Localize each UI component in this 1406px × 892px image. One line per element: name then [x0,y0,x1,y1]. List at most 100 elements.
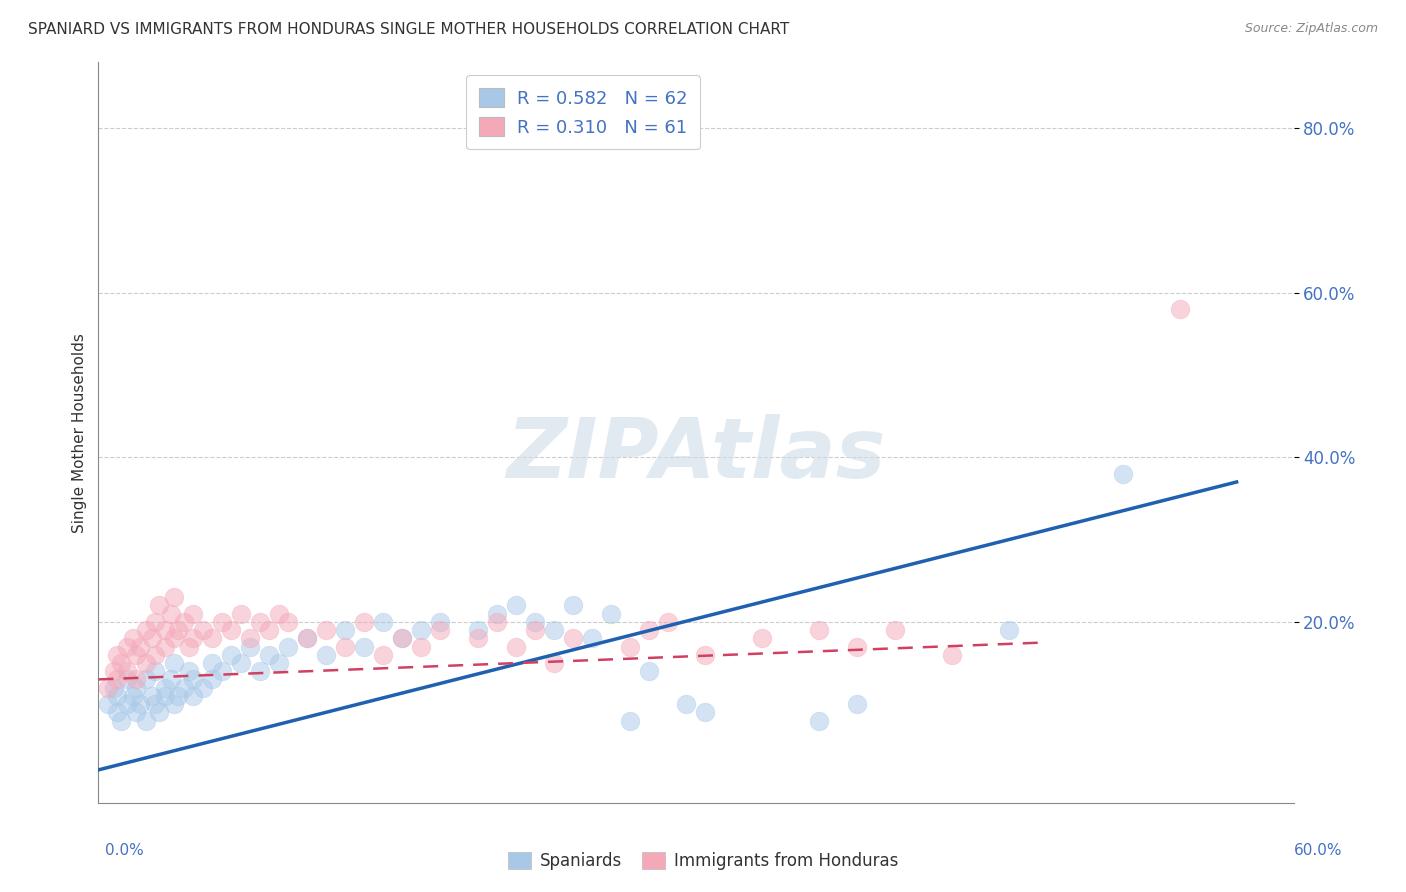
Point [657,615,679,629]
Point [695,706,717,720]
Point [371,615,394,629]
Point [181,607,204,621]
Point [315,648,337,662]
Point [167,623,190,637]
Point [135,673,157,687]
Point [267,656,290,670]
Point [257,648,280,662]
Point [998,623,1021,637]
Point [257,623,280,637]
Text: Source: ZipAtlas.com: Source: ZipAtlas.com [1244,22,1378,36]
Point [125,648,148,662]
Legend: Spaniards, Immigrants from Honduras: Spaniards, Immigrants from Honduras [502,845,904,877]
Point [103,664,125,678]
Point [115,664,138,678]
Point [141,632,163,646]
Point [1112,467,1135,481]
Point [143,648,166,662]
Point [239,640,262,654]
Point [561,632,583,646]
Point [391,632,413,646]
Point [409,640,432,654]
Point [105,673,128,687]
Point [179,640,201,654]
Point [619,714,641,728]
Point [105,689,128,703]
Point [125,706,148,720]
Point [295,632,318,646]
Point [153,681,176,695]
Point [173,615,195,629]
Point [295,632,318,646]
Point [941,648,963,662]
Point [135,656,157,670]
Point [485,615,508,629]
Point [409,623,432,637]
Point [467,623,489,637]
Point [1168,302,1191,317]
Point [846,640,869,654]
Point [167,689,190,703]
Point [201,673,224,687]
Point [163,697,186,711]
Point [153,623,176,637]
Point [637,664,659,678]
Point [163,632,186,646]
Point [391,632,413,646]
Point [637,623,659,637]
Point [219,623,242,637]
Point [333,623,356,637]
Point [619,640,641,654]
Point [179,664,201,678]
Text: 0.0%: 0.0% [105,843,145,858]
Point [219,648,242,662]
Point [153,640,176,654]
Point [249,664,271,678]
Point [353,615,375,629]
Point [181,632,204,646]
Point [121,632,143,646]
Legend: R = 0.582   N = 62, R = 0.310   N = 61: R = 0.582 N = 62, R = 0.310 N = 61 [465,75,700,149]
Point [191,623,214,637]
Point [97,681,120,695]
Point [239,632,262,646]
Point [103,681,125,695]
Point [135,714,157,728]
Point [105,648,128,662]
Y-axis label: Single Mother Households: Single Mother Households [72,333,87,533]
Point [523,623,546,637]
Point [143,615,166,629]
Point [163,590,186,604]
Point [143,664,166,678]
Point [581,632,603,646]
Point [429,615,451,629]
Point [211,664,233,678]
Point [505,599,527,613]
Point [315,623,337,637]
Point [229,607,252,621]
Point [115,640,138,654]
Point [751,632,773,646]
Point [148,706,170,720]
Point [353,640,375,654]
Point [141,689,163,703]
Point [181,689,204,703]
Point [267,607,290,621]
Point [201,632,224,646]
Point [277,640,299,654]
Point [884,623,907,637]
Point [125,681,148,695]
Point [229,656,252,670]
Point [249,615,271,629]
Point [543,623,565,637]
Point [121,689,143,703]
Text: ZIPAtlas: ZIPAtlas [506,414,886,495]
Point [675,697,697,711]
Text: 60.0%: 60.0% [1295,843,1343,858]
Text: SPANIARD VS IMMIGRANTS FROM HONDURAS SINGLE MOTHER HOUSEHOLDS CORRELATION CHART: SPANIARD VS IMMIGRANTS FROM HONDURAS SIN… [28,22,789,37]
Point [173,681,195,695]
Point [110,714,132,728]
Point [505,640,527,654]
Point [129,697,152,711]
Point [105,706,128,720]
